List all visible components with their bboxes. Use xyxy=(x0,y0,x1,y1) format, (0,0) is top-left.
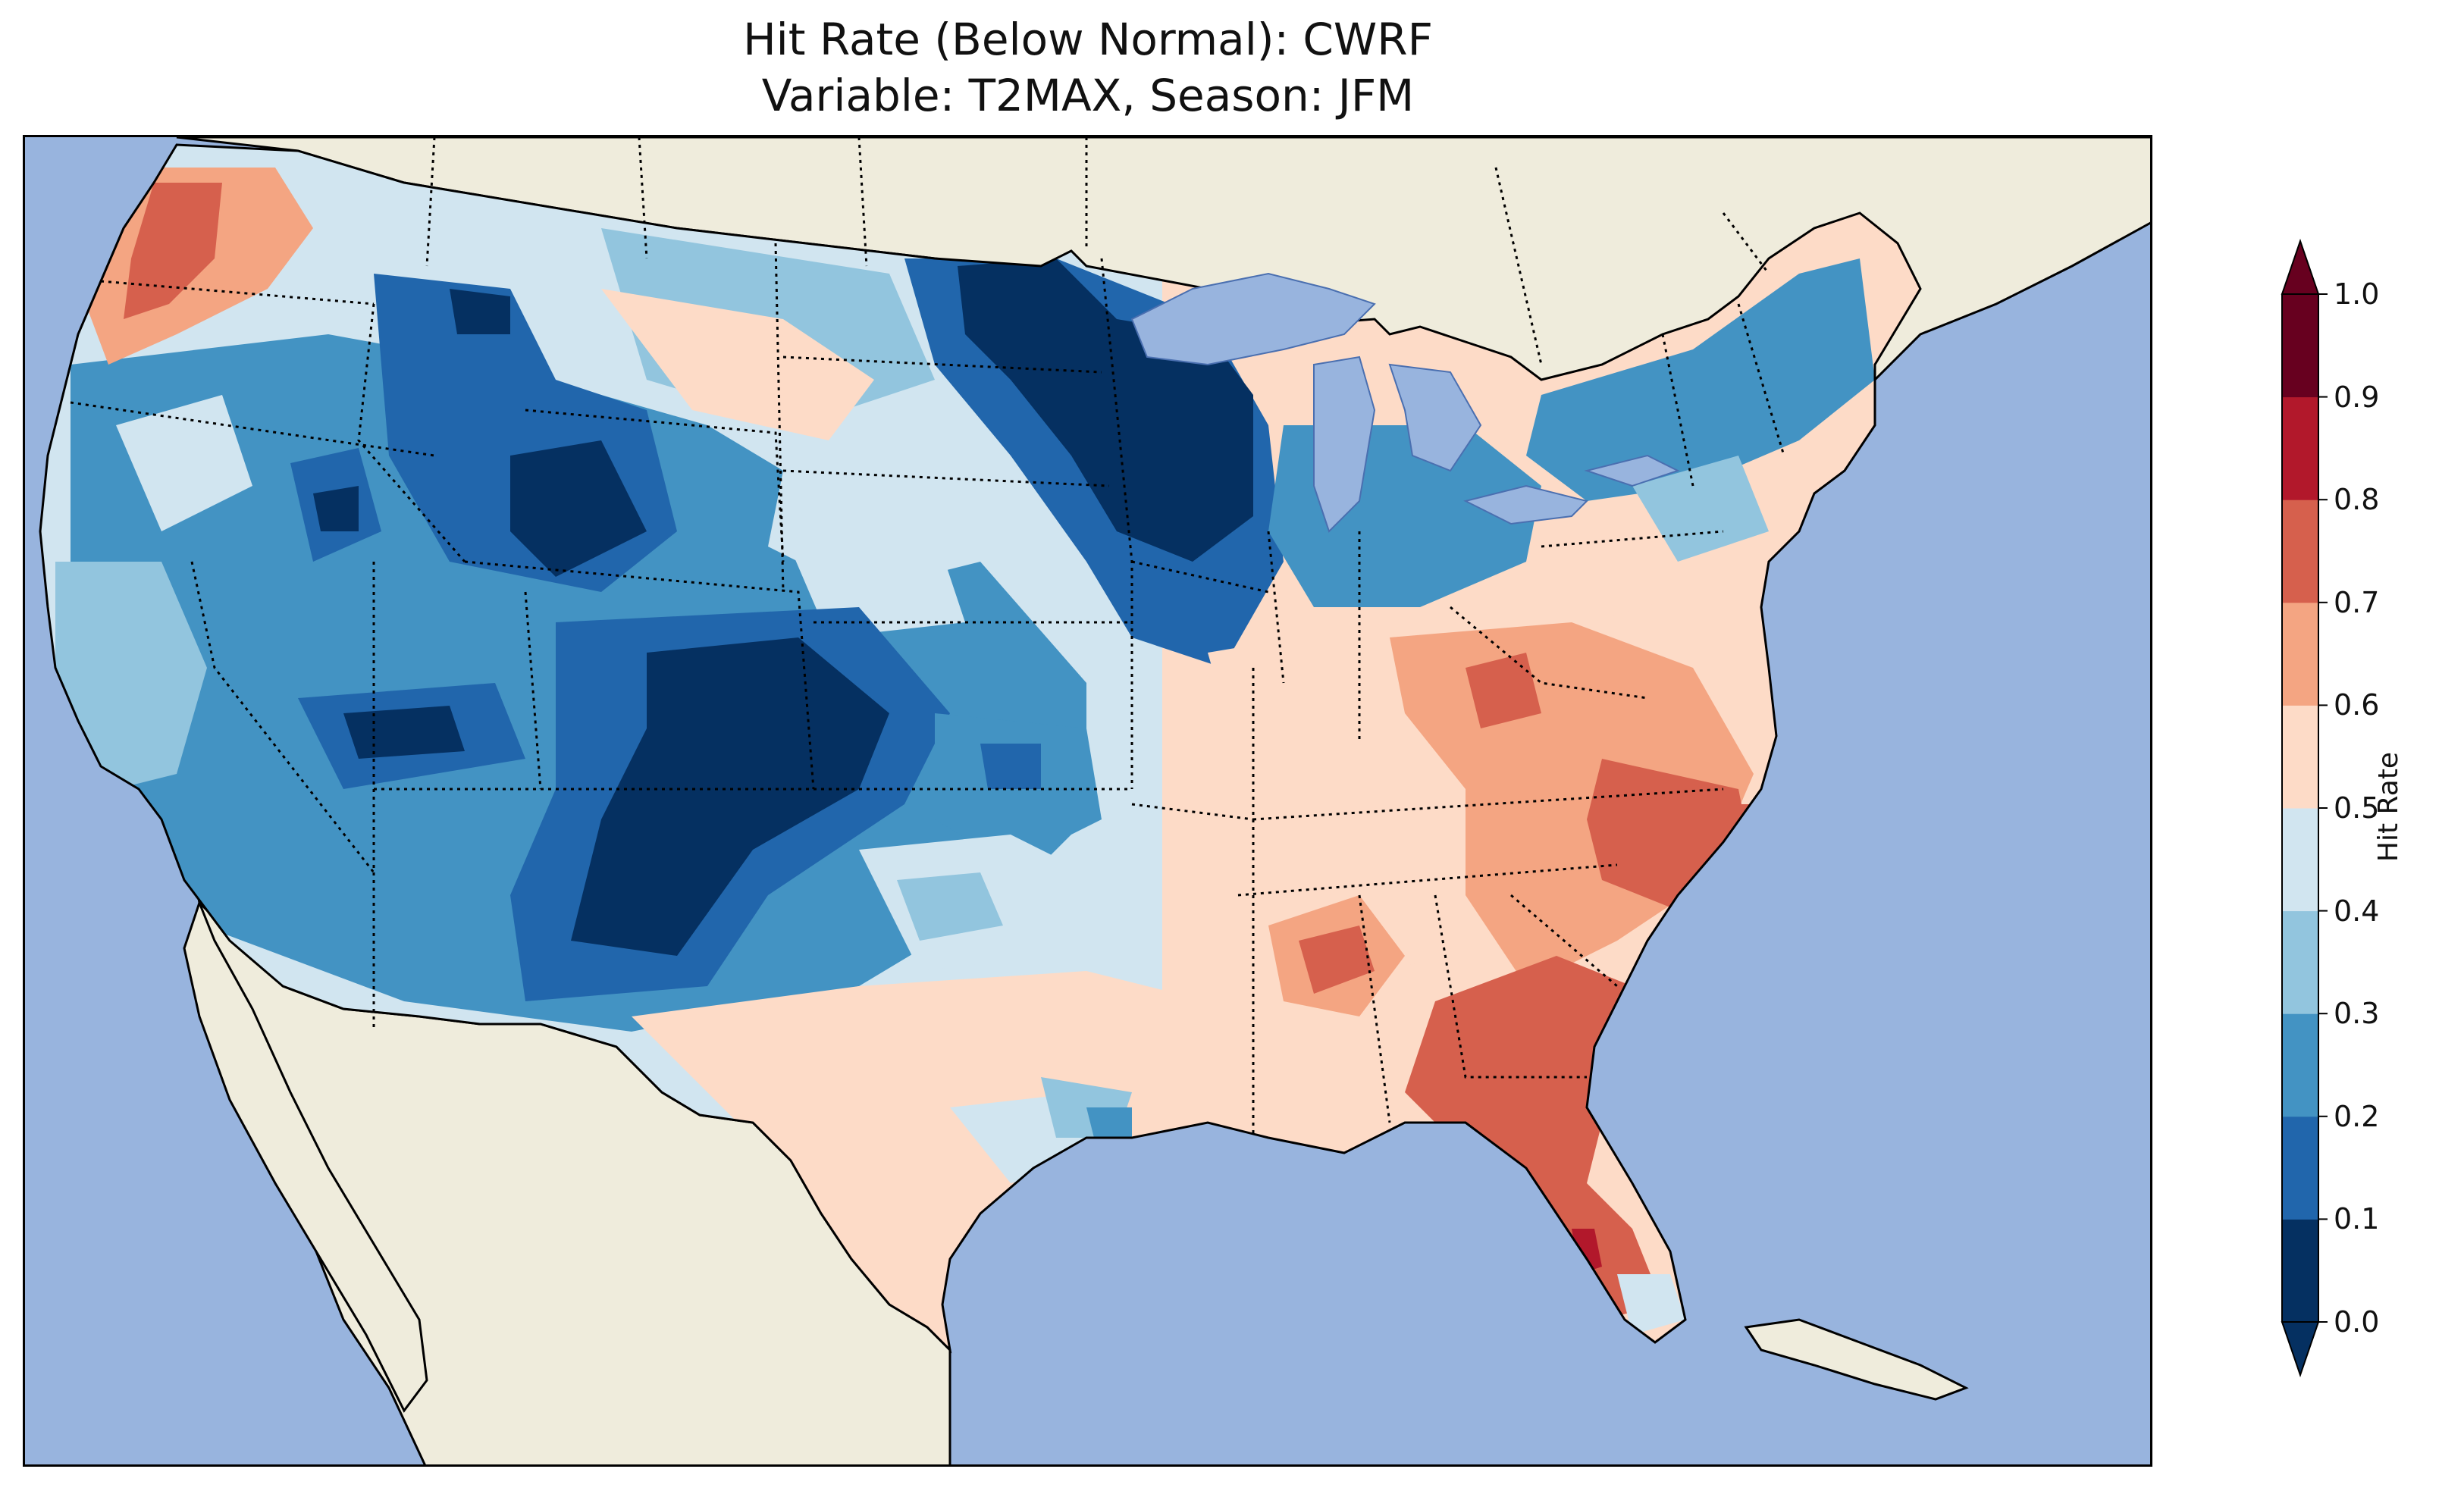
colorbar-segment xyxy=(2282,602,2318,706)
colorbar-tick-label: 0.6 xyxy=(2334,688,2380,722)
colorbar-tick-label: 1.0 xyxy=(2334,277,2380,311)
great-lakes xyxy=(1130,272,1680,533)
colorbar-segment xyxy=(2282,396,2318,500)
colorbar-segment xyxy=(2282,705,2318,809)
colorbar-segment xyxy=(2282,500,2318,603)
colorbar-tick-label: 0.4 xyxy=(2334,894,2380,928)
colorbar-tick-label: 0.8 xyxy=(2334,483,2380,517)
colorbar-label: Hit Rate xyxy=(2373,751,2405,863)
colorbar-segment xyxy=(2282,1116,2318,1220)
colorbar-extend-min xyxy=(2281,1321,2320,1378)
colorbar-segment xyxy=(2282,294,2318,398)
colorbar-tick-label: 0.0 xyxy=(2334,1305,2380,1339)
colorbar-segment xyxy=(2282,1219,2318,1323)
colorbar-tick-label: 0.9 xyxy=(2334,380,2380,414)
baja-peninsula xyxy=(183,899,428,1413)
colorbar-tick-label: 0.5 xyxy=(2334,791,2380,825)
colorbar-segment xyxy=(2282,808,2318,912)
map-panel xyxy=(23,135,2152,1467)
colorbar-tick-label: 0.1 xyxy=(2334,1202,2380,1236)
colorbar-segment xyxy=(2282,910,2318,1014)
colorbar-tick-label: 0.2 xyxy=(2334,1099,2380,1133)
state-borders xyxy=(70,137,1785,1138)
colorbar-tick-label: 0.3 xyxy=(2334,997,2380,1031)
cuba-land xyxy=(1744,1318,1969,1401)
map-canvas xyxy=(25,137,2150,1464)
colorbar-extend-max xyxy=(2281,238,2320,295)
colorbar-tick-label: 0.7 xyxy=(2334,585,2380,619)
chart-title: Hit Rate (Below Normal): CWRF xyxy=(743,14,1433,65)
chart-subtitle: Variable: T2MAX, Season: JFM xyxy=(761,70,1415,121)
colorbar-segment xyxy=(2282,1013,2318,1117)
